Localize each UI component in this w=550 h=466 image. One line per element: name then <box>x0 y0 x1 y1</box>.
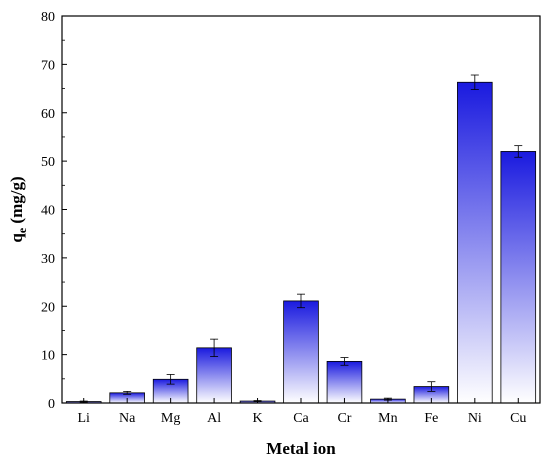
y-tick-label: 30 <box>41 252 55 267</box>
y-axis-title: qe (mg/g) <box>7 176 29 242</box>
x-tick-label: K <box>252 411 262 426</box>
bar-cr <box>326 360 363 404</box>
error-bar-mg <box>166 374 175 385</box>
x-tick-label: Al <box>207 411 221 426</box>
y-tick-label: 40 <box>41 204 55 219</box>
error-bar-cr <box>340 357 349 366</box>
y-axis-title-rest: (mg/g) <box>7 176 26 227</box>
y-axis: 0 10 20 30 40 50 60 70 80 <box>41 10 67 412</box>
x-tick-label: Cr <box>337 411 351 426</box>
x-tick-label: Cu <box>510 411 526 426</box>
y-tick-label: 60 <box>41 107 55 122</box>
x-tick-label: Ni <box>468 411 482 426</box>
bar-cu <box>500 151 537 404</box>
y-tick-label: 50 <box>41 155 55 170</box>
error-bar-na <box>123 390 132 395</box>
bar-ni <box>457 81 493 404</box>
y-tick-label: 70 <box>41 58 55 73</box>
x-tick-label: Mg <box>161 411 180 426</box>
error-bar-fe <box>427 381 436 392</box>
y-axis-title-subscript: e <box>15 227 29 233</box>
y-axis-title-main: q <box>7 233 26 243</box>
x-axis-title: Metal ion <box>266 439 336 458</box>
x-tick-label: Na <box>119 411 136 426</box>
bar-ca <box>283 300 319 404</box>
x-tick-label: Mn <box>378 411 397 426</box>
y-tick-label: 20 <box>41 300 55 315</box>
error-bar-ca <box>297 293 305 309</box>
y-tick-label: 80 <box>41 10 55 25</box>
x-axis: Li Na Mg Al K Ca Cr Mn Fe Ni Cu <box>78 398 526 426</box>
error-bar-cu <box>514 145 523 158</box>
y-tick-label: 10 <box>41 349 55 364</box>
x-tick-label: Fe <box>424 411 438 426</box>
bars-group <box>65 81 537 404</box>
x-tick-label: Ca <box>293 411 309 426</box>
x-tick-label: Li <box>78 411 91 426</box>
error-bar-al <box>210 338 219 357</box>
y-tick-label: 0 <box>48 397 55 412</box>
error-bar-ni <box>470 74 479 90</box>
